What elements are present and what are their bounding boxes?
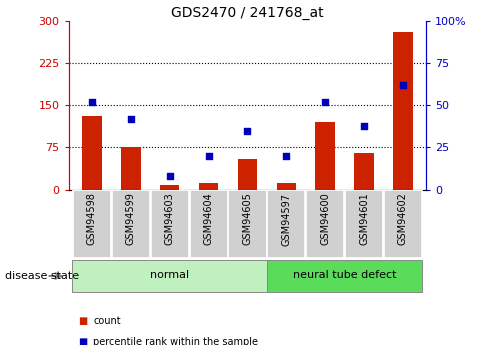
FancyBboxPatch shape bbox=[306, 190, 344, 258]
Point bbox=[127, 116, 135, 121]
Bar bbox=[160, 185, 179, 190]
Bar bbox=[393, 32, 413, 190]
FancyBboxPatch shape bbox=[345, 190, 383, 258]
Text: normal: normal bbox=[150, 270, 189, 280]
Point bbox=[205, 153, 213, 159]
Point bbox=[282, 153, 290, 159]
Point bbox=[88, 99, 96, 105]
FancyBboxPatch shape bbox=[112, 190, 150, 258]
Bar bbox=[199, 183, 218, 190]
Bar bbox=[82, 117, 101, 190]
FancyBboxPatch shape bbox=[384, 190, 422, 258]
FancyBboxPatch shape bbox=[267, 260, 422, 292]
Bar bbox=[316, 122, 335, 190]
FancyBboxPatch shape bbox=[73, 260, 267, 292]
Text: GSM94604: GSM94604 bbox=[203, 193, 214, 245]
FancyBboxPatch shape bbox=[228, 190, 267, 258]
FancyBboxPatch shape bbox=[267, 190, 305, 258]
FancyBboxPatch shape bbox=[73, 190, 111, 258]
Bar bbox=[238, 159, 257, 190]
Point bbox=[166, 174, 173, 179]
Text: GSM94597: GSM94597 bbox=[281, 193, 292, 246]
Text: neural tube defect: neural tube defect bbox=[293, 270, 396, 280]
Text: GSM94605: GSM94605 bbox=[243, 193, 252, 245]
Text: GSM94600: GSM94600 bbox=[320, 193, 330, 245]
FancyBboxPatch shape bbox=[190, 190, 228, 258]
Bar bbox=[354, 153, 374, 190]
Text: disease state: disease state bbox=[5, 271, 79, 281]
Bar bbox=[277, 183, 296, 190]
Bar bbox=[121, 148, 141, 190]
Point bbox=[360, 123, 368, 128]
Text: GSM94603: GSM94603 bbox=[165, 193, 175, 245]
Text: GSM94598: GSM94598 bbox=[87, 193, 97, 245]
Point bbox=[244, 128, 251, 134]
FancyBboxPatch shape bbox=[150, 190, 189, 258]
Point bbox=[321, 99, 329, 105]
Text: count: count bbox=[93, 316, 121, 326]
Title: GDS2470 / 241768_at: GDS2470 / 241768_at bbox=[171, 6, 324, 20]
Text: ■: ■ bbox=[78, 316, 88, 326]
Text: GSM94602: GSM94602 bbox=[398, 193, 408, 245]
Text: percentile rank within the sample: percentile rank within the sample bbox=[93, 337, 258, 345]
Text: GSM94601: GSM94601 bbox=[359, 193, 369, 245]
Text: ■: ■ bbox=[78, 337, 88, 345]
Point bbox=[399, 82, 407, 88]
Text: GSM94599: GSM94599 bbox=[126, 193, 136, 245]
